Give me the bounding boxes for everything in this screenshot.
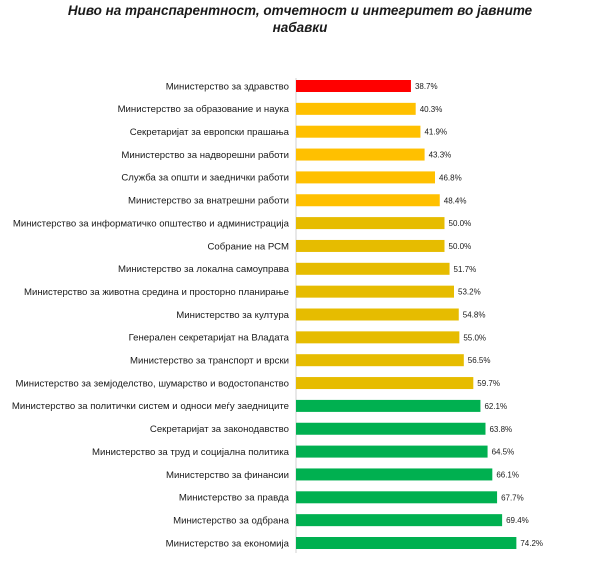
value-label-7: 50.0% — [449, 219, 472, 228]
category-label-18: Министерство за финансии — [166, 470, 289, 481]
value-label-16: 63.8% — [489, 425, 512, 434]
category-label-19: Министерство за правда — [179, 493, 290, 504]
bar-series — [296, 80, 517, 549]
value-label-14: 59.7% — [477, 379, 500, 388]
bar-10 — [296, 285, 454, 298]
value-label-2: 40.3% — [420, 105, 443, 114]
value-label-6: 48.4% — [444, 196, 467, 205]
category-label-4: Министерство за надворешни работи — [121, 150, 289, 161]
value-label-12: 55.0% — [463, 333, 486, 342]
bar-6 — [296, 194, 440, 207]
category-label-12: Генерален секретаријат на Владата — [129, 333, 290, 344]
category-label-11: Министерство за култура — [176, 310, 289, 321]
bar-1 — [296, 80, 411, 92]
value-label-10: 53.2% — [458, 288, 481, 297]
bar-20 — [296, 514, 503, 527]
bar-7 — [296, 217, 445, 230]
bar-16 — [296, 422, 486, 435]
bar-18 — [296, 468, 493, 481]
bar-3 — [296, 125, 421, 138]
bar-9 — [296, 262, 450, 275]
value-label-15: 62.1% — [484, 402, 507, 411]
chart-title-line-1: Ниво на транспарентност, отчетност и инт… — [67, 3, 533, 18]
value-label-19: 67.7% — [501, 493, 524, 502]
value-label-3: 41.9% — [424, 128, 447, 137]
bar-4 — [296, 148, 425, 161]
category-label-9: Министерство за локална самоуправа — [118, 264, 290, 275]
category-label-17: Министерство за труд и социјална политик… — [92, 447, 290, 458]
category-label-10: Министерство за животна средина и просто… — [24, 287, 289, 298]
value-label-18: 66.1% — [496, 470, 519, 479]
value-label-13: 56.5% — [468, 356, 491, 365]
bar-14 — [296, 377, 474, 390]
value-label-5: 46.8% — [439, 173, 462, 182]
value-label-4: 43.3% — [429, 151, 452, 160]
bar-13 — [296, 354, 464, 367]
bar-19 — [296, 491, 498, 504]
bar-11 — [296, 308, 459, 321]
bar-8 — [296, 239, 445, 252]
bar-21 — [296, 537, 517, 549]
value-label-8: 50.0% — [449, 242, 472, 251]
value-labels: 38.7% 40.3% 41.9% 43.3% 46.8% 48.4% 50.0% 50.0%… — [415, 82, 543, 548]
category-label-6: Министерство за внатрешни работи — [128, 196, 289, 207]
category-label-1: Министерство за здравство — [166, 81, 289, 92]
bar-12 — [296, 331, 460, 344]
category-label-2: Министерство за образование и наука — [118, 104, 290, 115]
chart-title: Ниво на транспарентност, отчетност и инт… — [0, 2, 600, 36]
category-label-13: Министерство за транспорт и врски — [130, 356, 289, 367]
value-label-17: 64.5% — [492, 448, 515, 457]
value-label-1: 38.7% — [415, 82, 438, 91]
category-label-8: Собрание на РСМ — [208, 241, 290, 252]
category-label-16: Секретаријат за законодавство — [150, 424, 289, 435]
bar-2 — [296, 102, 416, 115]
category-label-20: Министерство за одбрана — [173, 515, 290, 526]
chart-title-line-2: набавки — [272, 20, 328, 35]
category-labels: Министерство за здравство Министерство за… — [12, 81, 290, 549]
bar-15 — [296, 399, 481, 412]
bar-17 — [296, 445, 488, 458]
value-label-21: 74.2% — [520, 539, 543, 548]
category-label-5: Служба за општи и заеднички работи — [121, 173, 289, 184]
category-label-14: Министерство за земјоделство, шумарство … — [15, 378, 289, 389]
value-label-20: 69.4% — [506, 516, 529, 525]
category-label-21: Министерство за економија — [166, 538, 290, 549]
category-label-7: Министерство за информатичко општество и… — [13, 218, 290, 229]
category-label-3: Секретаријат за европски прашања — [130, 127, 290, 138]
category-label-15: Министерство за политички систем и однос… — [12, 401, 289, 412]
bar-5 — [296, 171, 435, 184]
value-label-9: 51.7% — [454, 265, 477, 274]
value-label-11: 54.8% — [463, 311, 486, 320]
